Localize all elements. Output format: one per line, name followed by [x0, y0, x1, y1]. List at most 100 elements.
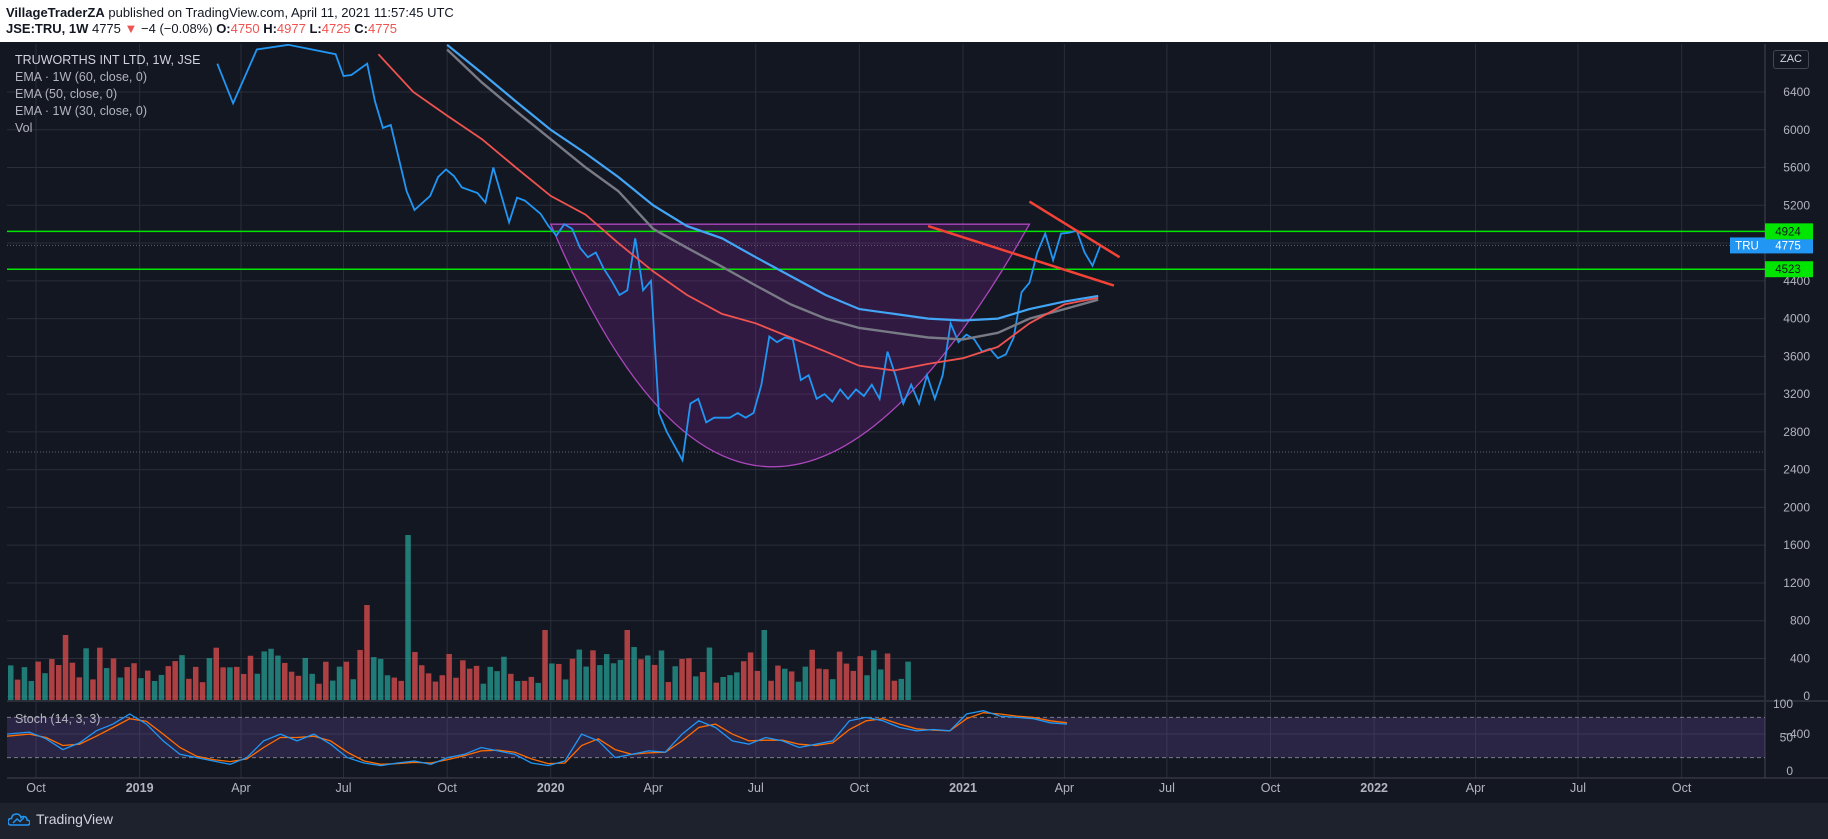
legend-title[interactable]: TRUWORTHS INT LTD, 1W, JSE: [15, 53, 201, 67]
currency-button[interactable]: ZAC: [1773, 50, 1809, 69]
volume-bar: [179, 655, 185, 700]
volume-bar: [97, 647, 103, 700]
y-tick-label: 2800: [1783, 425, 1810, 439]
legend-item-vol[interactable]: Vol: [15, 121, 33, 135]
stoch-tick-label: 50: [1780, 731, 1794, 745]
volume-bar: [734, 672, 740, 700]
high-value: 4977: [276, 21, 306, 36]
volume-bar: [720, 677, 726, 700]
volume-bar: [727, 675, 733, 700]
volume-bar: [487, 666, 493, 700]
volume-bar: [282, 662, 288, 700]
pane-borders: [7, 44, 1828, 779]
volume-bar: [638, 659, 644, 700]
level-tag-label: 4523: [1775, 264, 1801, 276]
volume-bar: [49, 659, 55, 700]
volume-bar: [145, 670, 151, 700]
volume-bar: [836, 651, 843, 700]
volume-bar: [645, 655, 651, 700]
cup-pattern: [549, 223, 1031, 468]
volume-bar: [316, 683, 322, 700]
volume-bar: [110, 658, 117, 700]
volume-bar: [624, 630, 630, 700]
x-tick-label: Jul: [1159, 781, 1175, 795]
volume-bar: [610, 663, 617, 700]
volume-bar: [90, 679, 96, 700]
volume-bar: [631, 647, 637, 700]
volume-bar: [549, 663, 555, 700]
volume-bar: [877, 669, 884, 700]
volume-bar: [782, 668, 788, 700]
x-tick-label: Oct: [850, 781, 870, 795]
volume-bar: [802, 666, 809, 700]
open-label: O:: [216, 21, 231, 36]
volume-bar: [556, 663, 562, 700]
volume-bar: [295, 675, 302, 700]
volume-bar: [227, 667, 233, 700]
volume-bar: [199, 682, 206, 700]
volume-bar: [446, 653, 452, 700]
volume-bar: [562, 679, 569, 700]
y-tick-label: −400: [1783, 727, 1810, 741]
volume-bar: [583, 666, 589, 700]
legend-item-ema30[interactable]: EMA · 1W (30, close, 0): [15, 104, 147, 118]
ema60-line: [446, 44, 1099, 322]
volume-bar: [576, 649, 583, 700]
stoch-d-line: [6, 712, 1068, 765]
volume-bar: [419, 665, 425, 700]
volume-bar: [864, 675, 870, 700]
chart-canvas[interactable]: 6400600056005200480044004000360032002800…: [0, 42, 1828, 803]
volume-bar: [850, 670, 857, 700]
published-text: published on TradingView.com, April 11, …: [104, 5, 454, 20]
volume-bar: [240, 673, 247, 700]
ema50-line: [446, 48, 1099, 341]
y-tick-label: 3600: [1783, 349, 1810, 363]
stoch-legend[interactable]: Stoch (14, 3, 3): [15, 712, 101, 726]
volume-bar: [713, 682, 720, 700]
volume-bar: [460, 660, 466, 700]
open-value: 4750: [230, 21, 260, 36]
volume-bar: [165, 666, 172, 700]
price-change: −4 (−0.08%): [141, 21, 213, 36]
footer-bar: [0, 803, 1828, 839]
volume-bar: [206, 658, 213, 700]
chart-grid: [7, 44, 1765, 778]
volume-bar: [597, 665, 603, 700]
legend-item-ema50[interactable]: EMA (50, close, 0): [15, 87, 118, 101]
author-name[interactable]: VillageTraderZA: [6, 5, 105, 20]
publish-line: VillageTraderZA published on TradingView…: [6, 5, 454, 20]
horizontal-levels: [7, 230, 1765, 270]
tru-tag-label: TRU: [1735, 240, 1759, 252]
volume-bar: [186, 678, 192, 700]
symbol-label: JSE:TRU, 1W: [6, 21, 89, 36]
volume-bar: [857, 656, 863, 700]
volume-bar: [439, 675, 446, 700]
volume-bar: [117, 677, 124, 700]
volume-bar: [699, 672, 706, 700]
volume-bar: [830, 679, 836, 700]
volume-bar: [261, 651, 267, 700]
volume-bar: [788, 671, 795, 700]
tradingview-brand: TradingView: [36, 811, 114, 827]
volume-bar: [412, 651, 418, 700]
ema30-line: [377, 53, 1099, 372]
volume-bar: [843, 663, 850, 700]
volume-bar: [213, 647, 219, 700]
volume-bar: [425, 673, 432, 700]
symbol-quote-line: JSE:TRU, 1W 4775 ▼ −4 (−0.08%) O:4750 H:…: [6, 21, 397, 36]
volume-bar: [268, 648, 274, 700]
volume-bar: [398, 680, 404, 700]
volume-bar: [823, 669, 829, 700]
legend-item-ema60[interactable]: EMA · 1W (60, close, 0): [15, 70, 147, 84]
x-tick-label: Jul: [336, 781, 352, 795]
x-tick-label: Oct: [1261, 781, 1281, 795]
volume-bar: [275, 655, 281, 700]
y-tick-label: 6000: [1783, 123, 1810, 137]
volume-bar: [480, 683, 487, 700]
volume-bar: [651, 664, 658, 700]
price-pane: [7, 44, 1765, 700]
volume-bar: [323, 661, 329, 700]
x-tick-label: Oct: [437, 781, 457, 795]
volume-bar: [809, 649, 815, 700]
tradingview-logo[interactable]: TradingView: [8, 811, 113, 827]
